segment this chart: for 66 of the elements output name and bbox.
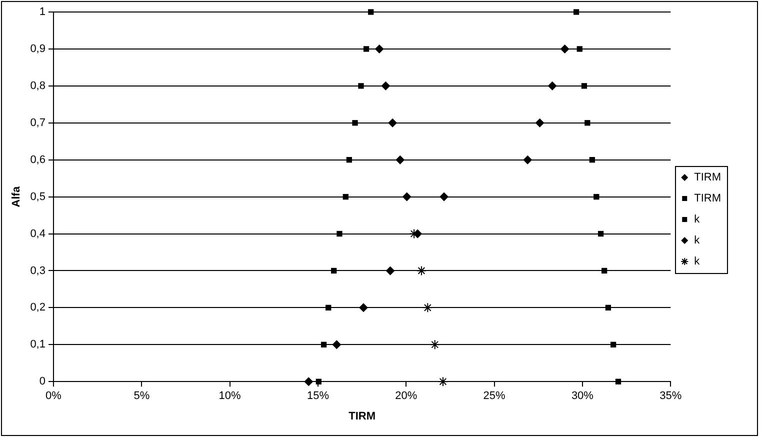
point xyxy=(440,192,449,202)
point xyxy=(598,230,604,237)
x-tick-label: 0% xyxy=(46,390,62,402)
point xyxy=(560,44,570,54)
point xyxy=(336,230,342,237)
point xyxy=(352,120,358,126)
y-tick-label: 0,9 xyxy=(30,42,46,55)
y-tick-label: 1 xyxy=(39,6,46,18)
point xyxy=(374,44,384,54)
y-tick-label: 0,1 xyxy=(30,338,46,351)
x-tick-label: 5% xyxy=(134,390,150,402)
legend-label: TIRM xyxy=(694,192,722,205)
point xyxy=(430,340,440,350)
y-tick-label: 0,6 xyxy=(30,154,46,166)
point xyxy=(605,304,612,311)
point xyxy=(610,342,616,348)
y-tick-label: 0,3 xyxy=(30,264,46,277)
point xyxy=(615,378,622,384)
point xyxy=(601,268,608,274)
x-tick-label: 30% xyxy=(571,390,594,402)
point xyxy=(316,378,322,384)
y-tick-label: 0,4 xyxy=(30,228,46,240)
point xyxy=(381,81,390,90)
point xyxy=(523,155,532,164)
point xyxy=(396,155,405,164)
legend-label: k xyxy=(694,234,700,247)
point xyxy=(548,81,557,90)
point xyxy=(416,266,426,276)
x-tick-label: 15% xyxy=(306,390,330,402)
legend-label: k xyxy=(694,214,700,226)
point xyxy=(589,157,595,163)
y-tick-label: 0 xyxy=(39,376,46,388)
point xyxy=(535,118,544,128)
legend-label: TIRM xyxy=(694,172,722,184)
point xyxy=(386,266,395,276)
y-tick-label: 0,5 xyxy=(30,190,46,203)
point xyxy=(584,120,590,126)
point xyxy=(573,9,580,15)
y-tick-label: 0,2 xyxy=(30,302,46,314)
point xyxy=(326,304,332,311)
point xyxy=(388,118,398,128)
point xyxy=(422,302,433,313)
legend-label: k xyxy=(694,256,700,268)
x-tick-label: 25% xyxy=(483,390,506,402)
point xyxy=(304,377,314,386)
point xyxy=(576,46,582,52)
point xyxy=(581,83,588,89)
point xyxy=(332,340,342,350)
x-tick-label: 35% xyxy=(660,390,682,402)
point xyxy=(342,194,348,200)
point xyxy=(438,376,448,387)
point xyxy=(346,157,352,163)
x-axis-title: TIRM xyxy=(348,410,376,422)
point xyxy=(331,268,337,274)
point xyxy=(402,192,412,202)
point xyxy=(358,83,364,89)
x-tick-label: 20% xyxy=(395,390,418,402)
x-tick-label: 10% xyxy=(218,390,242,402)
point xyxy=(363,46,370,52)
y-tick-label: 0,7 xyxy=(30,116,46,129)
point xyxy=(594,194,600,200)
y-axis-title: Alfa xyxy=(10,186,23,208)
point xyxy=(320,342,327,348)
point xyxy=(368,9,374,15)
point xyxy=(358,303,368,312)
y-tick-label: 0,8 xyxy=(30,80,46,92)
